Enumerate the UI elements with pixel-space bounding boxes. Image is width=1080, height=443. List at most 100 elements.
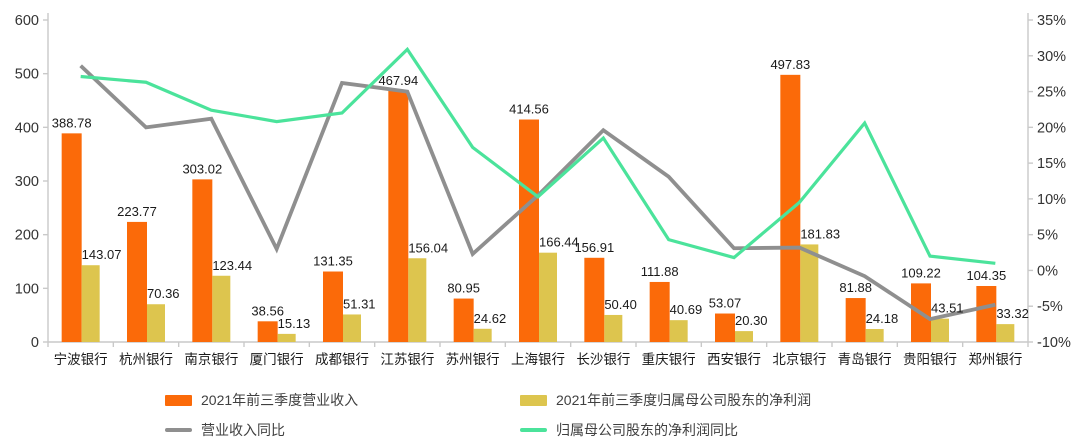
bar-value-label-revenue: 156.91 (574, 240, 614, 255)
bar-revenue (976, 285, 997, 342)
bar-value-label-revenue: 303.02 (182, 161, 222, 176)
netprofit-yoy-line (80, 46, 996, 265)
bar-value-label-revenue: 104.35 (966, 268, 1006, 283)
bar-netprofit (539, 252, 557, 342)
right-axis-tick-label: -5% (1037, 299, 1063, 315)
bar-value-label-revenue: 80.95 (447, 281, 480, 296)
bar-value-label-netprofit: 156.04 (408, 240, 448, 255)
bar-value-label-revenue: 497.83 (770, 57, 810, 72)
bar-revenue (715, 313, 735, 342)
legend-swatch-netprofit-bar (520, 394, 547, 406)
left-axis-tick-label: 0 (31, 335, 39, 351)
right-axis-tick-label: 15% (1037, 156, 1066, 172)
bar-revenue (192, 179, 213, 342)
bar-netprofit (996, 324, 1015, 342)
category-label: 杭州银行 (119, 352, 173, 367)
bar-revenue (257, 321, 278, 342)
bar-value-label-netprofit: 143.07 (82, 247, 122, 262)
bar-value-label-revenue: 223.77 (117, 204, 157, 219)
chart-legend: 2021年前三季度营业收入 2021年前三季度归属母公司股东的净利润 营业收入同… (0, 385, 1080, 443)
bar-value-label-netprofit: 166.44 (539, 235, 579, 250)
bar-value-label-netprofit: 123.44 (212, 258, 252, 273)
category-label: 长沙银行 (576, 352, 630, 367)
bar-value-label-revenue: 38.56 (251, 303, 284, 318)
legend-label-netprofit-bar: 2021年前三季度归属母公司股东的净利润 (556, 392, 812, 408)
left-axis-tick-label: 300 (15, 174, 39, 190)
bar-value-label-netprofit: 51.31 (343, 296, 376, 311)
bar-value-label-netprofit: 24.62 (474, 311, 507, 326)
category-label: 西安银行 (707, 352, 761, 367)
bar-netprofit (212, 275, 231, 342)
bar-netprofit (147, 304, 165, 342)
right-axis-tick-label: 25% (1037, 85, 1066, 101)
bar-value-label-revenue: 109.22 (901, 265, 941, 280)
bar-netprofit (408, 258, 427, 342)
legend-swatch-revenue-bar (165, 394, 192, 406)
bar-revenue (61, 133, 82, 342)
bar-revenue (388, 90, 409, 343)
category-label: 青岛银行 (838, 352, 892, 367)
bar-netprofit (800, 244, 819, 342)
left-axis-tick-label: 500 (15, 67, 39, 83)
bar-value-label-netprofit: 50.40 (604, 297, 637, 312)
legend-swatch-netprofit-yoy-line (520, 428, 547, 432)
legend-swatch-revenue-yoy-line (165, 428, 192, 432)
bar-value-label-netprofit: 24.18 (866, 311, 899, 326)
category-label: 郑州银行 (968, 352, 1022, 367)
bar-revenue (519, 119, 539, 342)
category-label: 南京银行 (184, 352, 238, 367)
bar-netprofit (669, 320, 688, 342)
right-axis-tick-label: 20% (1037, 120, 1066, 136)
category-label: 上海银行 (511, 352, 565, 367)
bar-netprofit (931, 318, 949, 342)
category-label: 贵阳银行 (903, 352, 957, 367)
category-label: 重庆银行 (642, 352, 696, 367)
right-axis-tick-label: 35% (1037, 13, 1066, 29)
right-axis-tick-label: 0% (1037, 263, 1058, 279)
legend-label-netprofit-yoy-line: 归属母公司股东的净利润同比 (556, 422, 738, 438)
category-label: 江苏银行 (380, 352, 434, 367)
category-label: 苏州银行 (446, 352, 500, 367)
category-label: 厦门银行 (250, 352, 304, 367)
legend-label-revenue-yoy-line: 营业收入同比 (201, 422, 285, 438)
category-label: 北京银行 (772, 352, 826, 367)
right-axis-tick-label: 30% (1037, 49, 1066, 65)
bar-value-label-netprofit: 43.51 (931, 301, 964, 316)
bar-revenue (584, 257, 605, 342)
bar-revenue (323, 271, 343, 342)
category-label: 宁波银行 (54, 351, 108, 367)
bar-value-label-revenue: 53.07 (709, 296, 742, 311)
legend-item-revenue-bar: 2021年前三季度营业收入 (165, 390, 358, 410)
left-axis-tick-label: 200 (15, 228, 39, 244)
bar-value-label-netprofit: 15.13 (278, 316, 311, 331)
chart-canvas: 0 100 200 300 400 500 600 -10% -5% 0% 5% 10% 15% 20% 2… (15, 13, 1071, 367)
bar-revenue (127, 221, 147, 342)
category-label: 成都银行 (315, 352, 369, 367)
legend-item-revenue-yoy-line: 营业收入同比 (165, 420, 285, 440)
bar-netprofit (277, 333, 296, 342)
legend-item-netprofit-bar: 2021年前三季度归属母公司股东的净利润 (520, 390, 811, 410)
bar-value-label-netprofit: 70.36 (147, 286, 180, 301)
bar-revenue (649, 281, 670, 342)
bar-netprofit (473, 328, 492, 342)
bar-netprofit (81, 265, 100, 342)
bar-value-label-netprofit: 40.69 (670, 302, 703, 317)
right-axis-tick-label: 10% (1037, 192, 1066, 208)
legend-item-netprofit-yoy-line: 归属母公司股东的净利润同比 (520, 420, 738, 440)
bar-revenue (845, 298, 866, 342)
bar-value-label-revenue: 131.35 (313, 254, 353, 269)
bar-value-label-revenue: 467.94 (378, 73, 418, 88)
bar-netprofit (865, 329, 884, 342)
bar-netprofit (604, 314, 623, 342)
left-axis-tick-label: 100 (15, 281, 39, 297)
bar-value-label-revenue: 388.78 (52, 115, 92, 130)
bar-value-label-revenue: 111.88 (641, 264, 679, 279)
bar-value-label-netprofit: 20.30 (735, 313, 768, 328)
bar-netprofit (735, 331, 753, 342)
bar-value-label-netprofit: 181.83 (800, 226, 840, 241)
right-axis-tick-label: -10% (1037, 335, 1071, 351)
bar-value-label-netprofit: 33.32 (996, 306, 1029, 321)
legend-label-revenue-bar: 2021年前三季度营业收入 (201, 392, 359, 408)
bar-netprofit (343, 314, 361, 342)
